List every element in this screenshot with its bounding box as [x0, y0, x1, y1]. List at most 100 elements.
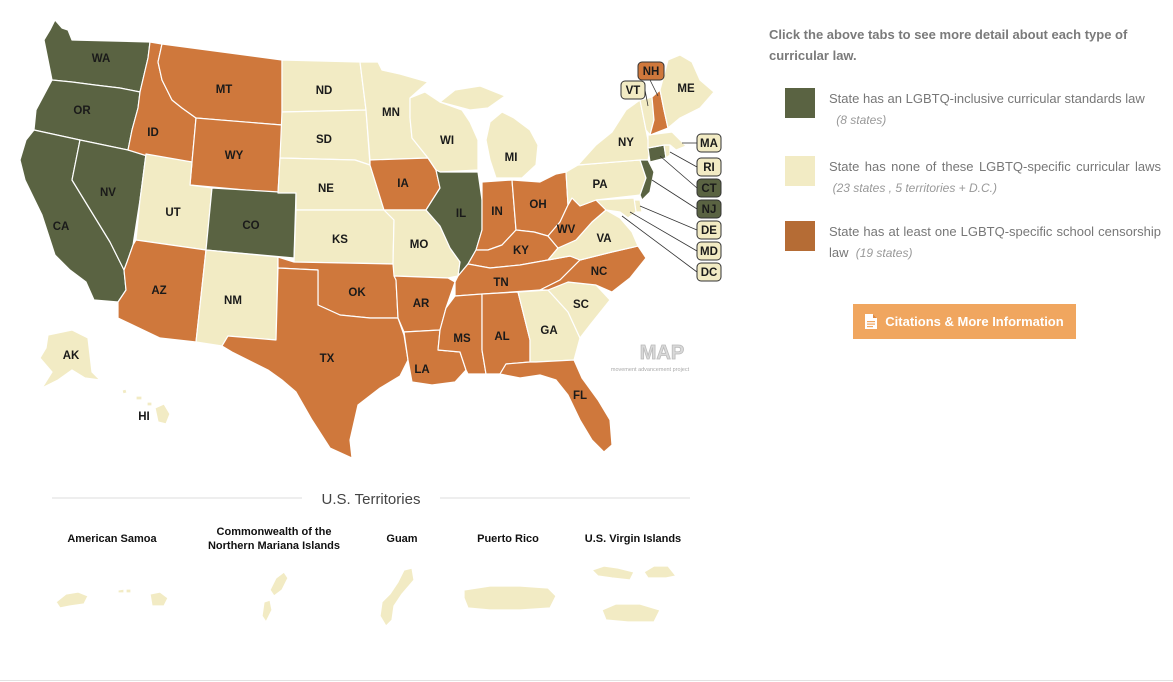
callout-label-nh: NH	[643, 66, 660, 78]
legend-label-censorship: State has at least one LGBTQ-specific sc…	[829, 224, 1161, 260]
callout-label-ma: MA	[700, 138, 718, 150]
legend-swatch-none	[785, 156, 815, 186]
label-ny: NY	[618, 137, 634, 149]
label-ia: IA	[397, 178, 409, 190]
label-oh: OH	[529, 199, 546, 211]
territories-title: U.S. Territories	[322, 491, 421, 508]
callout-box-ma[interactable]	[696, 133, 722, 153]
label-nv: NV	[100, 187, 116, 199]
label-hi: HI	[138, 411, 150, 423]
label-ut: UT	[165, 207, 180, 219]
territory-name-cnmi-line1: Commonwealth of the	[217, 526, 332, 538]
document-icon	[865, 314, 878, 329]
callout-label-ri: RI	[703, 162, 715, 174]
label-ks: KS	[332, 234, 348, 246]
callout-box-de[interactable]	[696, 220, 722, 240]
state-mi[interactable]	[439, 85, 539, 179]
us-map-panel: MAP movement advancement project WA OR C…	[19, 19, 722, 627]
callout-box-nj[interactable]	[696, 199, 722, 219]
legend-count-inclusive: (8 states)	[836, 113, 887, 127]
label-mo: MO	[410, 239, 429, 251]
callout-label-de: DE	[701, 225, 717, 237]
state-ak[interactable]	[39, 329, 101, 389]
label-fl: FL	[573, 390, 587, 402]
label-in: IN	[491, 206, 503, 218]
callout-box-ct[interactable]	[696, 178, 722, 198]
state-hi[interactable]	[121, 388, 171, 425]
state-ma[interactable]	[647, 131, 687, 151]
territory-shape-puerto-rico[interactable]	[463, 585, 557, 611]
callout-box-dc[interactable]	[696, 262, 722, 282]
legend-swatch-inclusive	[785, 88, 815, 118]
callouts: NH VT MA RI CT NJ DE MD DC	[620, 61, 722, 282]
state-ny[interactable]	[577, 99, 651, 166]
state-labels: WA OR CA NV ID MT WY UT CO AZ NM ND SD N…	[53, 53, 695, 423]
territory-name-american-samoa: American Samoa	[67, 533, 157, 545]
state-me[interactable]	[659, 54, 715, 129]
territory-name-cnmi-line2: Northern Mariana Islands	[208, 540, 340, 552]
state-md[interactable]	[595, 197, 637, 219]
territory-shape-american-samoa[interactable]	[55, 588, 169, 609]
territory-name-puerto-rico: Puerto Rico	[477, 533, 539, 545]
label-me: ME	[677, 83, 695, 95]
label-ga: GA	[540, 325, 557, 337]
bottom-divider	[0, 680, 1173, 681]
label-mn: MN	[382, 107, 400, 119]
label-ak: AK	[63, 350, 80, 362]
territory-name-usvi: U.S. Virgin Islands	[585, 533, 681, 545]
territory-shape-guam[interactable]	[379, 567, 415, 627]
label-ms: MS	[453, 333, 471, 345]
callout-label-dc: DC	[701, 267, 718, 279]
label-il: IL	[456, 208, 466, 220]
label-ky: KY	[513, 245, 529, 257]
label-id: ID	[147, 127, 159, 139]
callout-label-vt: VT	[626, 85, 641, 97]
citations-button[interactable]: Citations & More Information	[853, 304, 1076, 339]
territory-name-guam: Guam	[386, 533, 417, 545]
callout-box-ri[interactable]	[696, 157, 722, 177]
legend-text-censorship: State has at least one LGBTQ-specific sc…	[829, 221, 1161, 264]
label-wv: WV	[557, 224, 576, 236]
label-ca: CA	[53, 221, 70, 233]
label-az: AZ	[151, 285, 166, 297]
callout-box-vt[interactable]	[620, 80, 646, 100]
territory-shape-cnmi[interactable]	[261, 571, 289, 623]
label-pa: PA	[592, 179, 607, 191]
legend-text-inclusive: State has an LGBTQ-inclusive curricular …	[829, 88, 1161, 131]
label-or: OR	[73, 105, 91, 117]
label-sd: SD	[316, 134, 332, 146]
territory-shape-usvi[interactable]	[591, 565, 677, 623]
label-tx: TX	[320, 353, 335, 365]
label-nc: NC	[591, 266, 608, 278]
state-fl[interactable]	[499, 359, 613, 453]
legend-label-none: State has none of these LGBTQ-specific c…	[829, 159, 1161, 174]
citations-button-label: Citations & More Information	[885, 314, 1064, 329]
legend-count-censorship: (19 states)	[855, 246, 913, 260]
legend-text-none: State has none of these LGBTQ-specific c…	[829, 156, 1161, 199]
callout-box-nh[interactable]	[637, 61, 665, 81]
label-ar: AR	[413, 298, 430, 310]
map-watermark: MAP	[640, 342, 684, 364]
intro-text: Click the above tabs to see more detail …	[769, 27, 1128, 63]
sidebar: Click the above tabs to see more detail …	[769, 24, 1161, 339]
legend-swatch-censorship	[785, 221, 815, 251]
label-mi: MI	[505, 152, 518, 164]
callout-box-md[interactable]	[696, 241, 722, 261]
legend-count-none: (23 states , 5 territories + D.C.)	[832, 181, 998, 195]
map-watermark-sub: movement advancement project	[611, 367, 690, 373]
label-al: AL	[494, 331, 509, 343]
state-tx[interactable]	[221, 267, 409, 459]
callout-label-md: MD	[700, 246, 718, 258]
label-sc: SC	[573, 299, 589, 311]
label-ok: OK	[348, 287, 366, 299]
label-wi: WI	[440, 135, 454, 147]
label-ne: NE	[318, 183, 334, 195]
label-va: VA	[596, 233, 611, 245]
label-tn: TN	[493, 277, 508, 289]
label-co: CO	[242, 220, 259, 232]
callout-label-nj: NJ	[702, 204, 717, 216]
label-wa: WA	[92, 53, 111, 65]
state-nj[interactable]	[639, 159, 655, 201]
label-nm: NM	[224, 295, 242, 307]
label-wy: WY	[225, 150, 244, 162]
